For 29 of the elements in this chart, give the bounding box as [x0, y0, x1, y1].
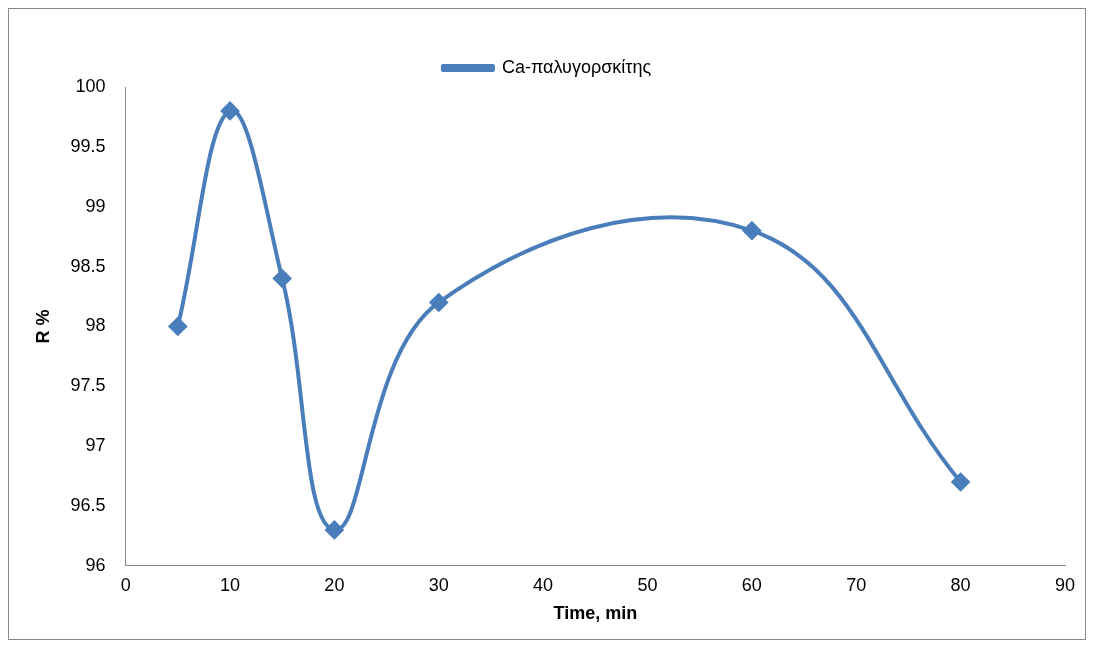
y-tick-label: 99	[85, 195, 106, 216]
point	[951, 473, 970, 492]
x-tick-label: 70	[846, 574, 867, 595]
point	[221, 101, 240, 120]
point	[742, 221, 761, 240]
point	[325, 520, 344, 539]
y-tick-label: 97.5	[70, 375, 106, 396]
y-tick-label: 96.5	[70, 494, 106, 515]
x-tick-label: 50	[637, 574, 658, 595]
legend-label: Ca-παλυγορσκίτης	[501, 56, 652, 77]
y-tick-label: 99.5	[70, 135, 106, 156]
y-axis-title: R %	[32, 309, 53, 344]
x-tick-label: 90	[1054, 574, 1076, 595]
y-tick-label: 98	[85, 315, 106, 336]
x-tick-label: 40	[533, 574, 554, 595]
y-tick-label: 97	[85, 435, 106, 456]
x-tick-label: 10	[219, 574, 241, 595]
x-tick-label: 30	[428, 574, 449, 595]
point	[273, 269, 292, 288]
x-axis-title: Time, min	[553, 603, 638, 624]
x-tick-label: 20	[324, 574, 345, 595]
y-tick-label: 100	[75, 75, 106, 96]
y-tick-label: 96	[85, 554, 106, 575]
x-tick-label: 60	[741, 574, 762, 595]
point	[168, 317, 187, 336]
point	[429, 293, 448, 312]
x-tick-label: 0	[120, 574, 131, 595]
x-tick-label: 80	[950, 574, 971, 595]
y-tick-label: 98.5	[70, 255, 106, 276]
